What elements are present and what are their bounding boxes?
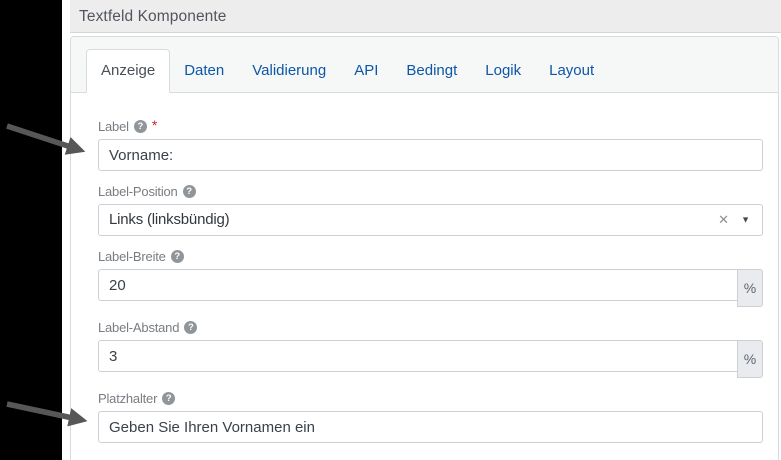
label-position-select[interactable]: Links (linksbündig) ✕ ▼: [98, 204, 763, 236]
tab-panel-anzeige: Label ? * Label-Position ? Links (linksb…: [71, 93, 778, 460]
tab-bedingt[interactable]: Bedingt: [406, 62, 458, 79]
placeholder-input[interactable]: [98, 411, 763, 443]
field-label: Label ? *: [98, 117, 762, 134]
field-label-text: Platzhalter: [98, 391, 158, 406]
help-icon[interactable]: ?: [133, 119, 147, 133]
required-asterisk: *: [151, 117, 158, 133]
help-icon[interactable]: ?: [184, 321, 198, 334]
field-label: Label-Breite ?: [98, 249, 762, 264]
tab-validierung[interactable]: Validierung: [252, 62, 327, 79]
field-label: Label-Position ?: [98, 184, 762, 199]
field-group-label-margin: Label-Abstand ? %: [98, 320, 763, 378]
label-input[interactable]: [98, 139, 763, 171]
chevron-down-icon: ▼: [741, 214, 750, 225]
help-icon[interactable]: ?: [170, 250, 184, 263]
field-label: Label-Abstand ?: [98, 320, 762, 335]
label-margin-input[interactable]: [98, 340, 738, 372]
dialog-title: Textfeld Komponente: [79, 8, 227, 25]
field-group-placeholder: Platzhalter ?: [98, 391, 763, 443]
dialog-header: Textfeld Komponente: [70, 0, 781, 33]
field-group-label: Label ? *: [98, 117, 763, 171]
field-label-text: Label-Breite: [98, 249, 166, 264]
tab-bar: Anzeige Daten Validierung API Bedingt Lo…: [71, 37, 778, 93]
label-margin-input-group: %: [98, 340, 781, 378]
field-label-text: Label: [98, 118, 129, 134]
left-black-bar: [0, 0, 62, 460]
field-label: Platzhalter ?: [98, 391, 762, 406]
field-group-label-width: Label-Breite ? %: [98, 249, 763, 307]
tab-logik[interactable]: Logik: [485, 62, 522, 79]
help-icon[interactable]: ?: [182, 185, 196, 198]
percent-suffix: %: [737, 340, 763, 378]
clear-selection-icon[interactable]: ✕: [718, 212, 729, 228]
tab-anzeige[interactable]: Anzeige: [86, 49, 171, 93]
tab-api[interactable]: API: [354, 62, 379, 79]
label-width-input-group: %: [98, 269, 781, 307]
percent-suffix: %: [737, 269, 763, 307]
field-group-label-position: Label-Position ? Links (linksbündig) ✕ ▼: [98, 184, 763, 236]
select-selected-value: Links (linksbündig): [109, 211, 230, 228]
tab-daten[interactable]: Daten: [184, 62, 225, 79]
help-icon[interactable]: ?: [162, 392, 176, 405]
field-label-text: Label-Abstand: [98, 320, 180, 335]
tab-layout[interactable]: Layout: [549, 62, 595, 79]
settings-card: Anzeige Daten Validierung API Bedingt Lo…: [70, 36, 779, 460]
field-label-text: Label-Position: [98, 184, 178, 199]
label-width-input[interactable]: [98, 269, 738, 301]
